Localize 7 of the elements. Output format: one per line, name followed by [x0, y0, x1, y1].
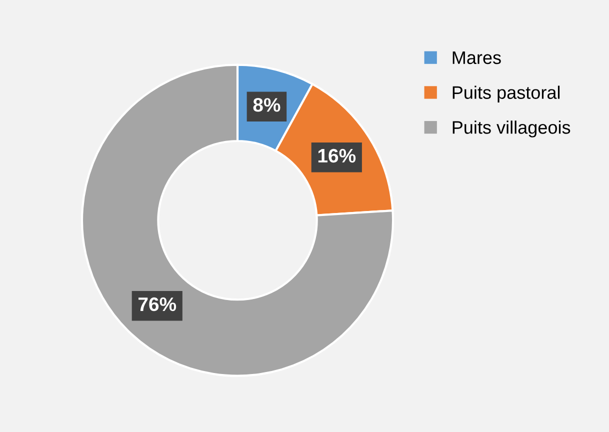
legend-label: Mares	[452, 51, 501, 64]
data-label: 76%	[138, 297, 176, 312]
donut-slice	[80, 64, 394, 377]
legend-label: Puits pastoral	[452, 86, 560, 103]
legend-label: Puits villageois	[452, 120, 570, 138]
data-label: 8%	[253, 98, 280, 112]
data-label: 16%	[318, 148, 356, 163]
